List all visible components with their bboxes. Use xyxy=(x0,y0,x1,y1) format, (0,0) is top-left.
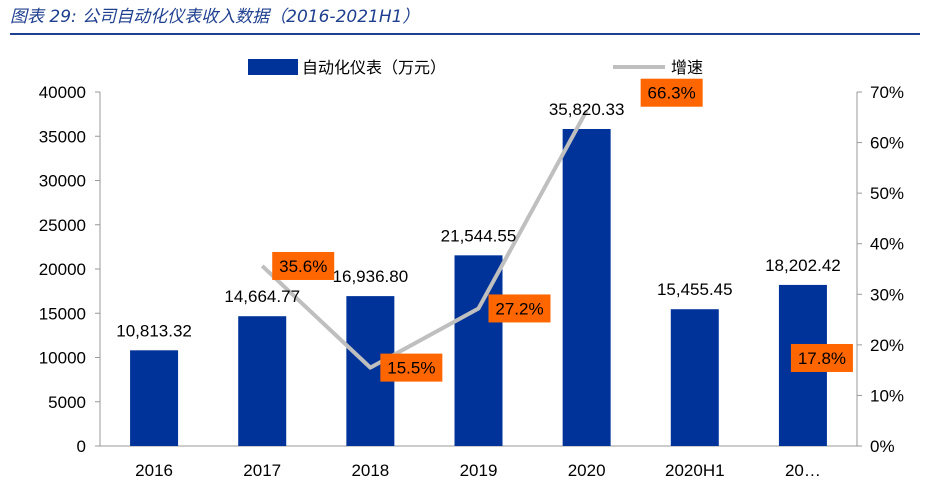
left-tick-label: 10000 xyxy=(39,349,86,368)
legend-bar-label: 自动化仪表（万元） xyxy=(302,59,446,77)
right-tick-label: 50% xyxy=(870,184,904,203)
bar-value-label: 14,664.77 xyxy=(224,287,300,306)
bar-value-label: 15,455.45 xyxy=(657,280,733,299)
right-tick-label: 10% xyxy=(870,386,904,405)
x-tick-label: 2017 xyxy=(243,461,281,480)
left-tick-label: 25000 xyxy=(39,216,86,235)
x-tick-label: 2019 xyxy=(460,461,498,480)
growth-value-label: 35.6% xyxy=(279,257,327,276)
right-tick-label: 40% xyxy=(870,235,904,254)
x-tick-label: 2020 xyxy=(568,461,606,480)
data-labels: 10,813.32 14,664.77 16,936.80 21,544.55 35,8… xyxy=(116,78,853,382)
bar-value-label: 18,202.42 xyxy=(765,256,841,275)
bar xyxy=(238,316,287,446)
growth-value-label: 66.3% xyxy=(648,84,696,103)
right-tick-label: 70% xyxy=(870,83,904,102)
left-tick-label: 15000 xyxy=(39,304,86,323)
right-tick-label: 30% xyxy=(870,285,904,304)
legend-bar-swatch xyxy=(248,59,298,75)
x-tick-label: 2020H1 xyxy=(665,461,725,480)
left-tick-label: 30000 xyxy=(39,172,86,191)
left-tick-label: 35000 xyxy=(39,127,86,146)
left-tick-label: 5000 xyxy=(48,393,86,412)
growth-label-box xyxy=(272,251,335,280)
chart-axes: 0 5000 10000 15000 20000 25000 30000 35000 40000… xyxy=(39,83,904,480)
left-tick-label: 20000 xyxy=(39,260,86,279)
growth-label-box xyxy=(380,353,443,382)
x-tick-label: 20… xyxy=(785,461,821,480)
bar-value-label: 35,820.33 xyxy=(549,100,625,119)
left-tick-label: 40000 xyxy=(39,83,86,102)
bar-value-label: 21,544.55 xyxy=(441,226,517,245)
growth-label-box xyxy=(790,343,853,372)
figure-caption: 图表 29: 公司自动化仪表收入数据（2016-2021H1） xyxy=(10,7,420,27)
chart-legend: 自动化仪表（万元） 增速 xyxy=(248,59,703,77)
growth-value-label: 27.2% xyxy=(495,299,543,318)
right-tick-label: 0% xyxy=(870,437,895,456)
x-tick-label: 2018 xyxy=(351,461,389,480)
bar-value-label: 10,813.32 xyxy=(116,321,192,340)
bar xyxy=(454,255,503,446)
growth-value-label: 15.5% xyxy=(387,359,435,378)
bar xyxy=(130,350,179,446)
bar-value-label: 16,936.80 xyxy=(333,267,409,286)
growth-label-box xyxy=(640,78,703,107)
left-tick-label: 0 xyxy=(77,437,86,456)
right-tick-label: 60% xyxy=(870,134,904,153)
legend-line-label: 增速 xyxy=(671,59,703,77)
growth-value-label: 17.8% xyxy=(798,349,846,368)
growth-line xyxy=(260,109,589,370)
bar xyxy=(670,309,719,446)
growth-label-box xyxy=(488,294,551,323)
growth-line-series xyxy=(260,109,589,370)
caption-rule xyxy=(10,33,920,35)
x-tick-label: 2016 xyxy=(135,461,173,480)
right-tick-label: 20% xyxy=(870,336,904,355)
bar xyxy=(562,128,611,446)
